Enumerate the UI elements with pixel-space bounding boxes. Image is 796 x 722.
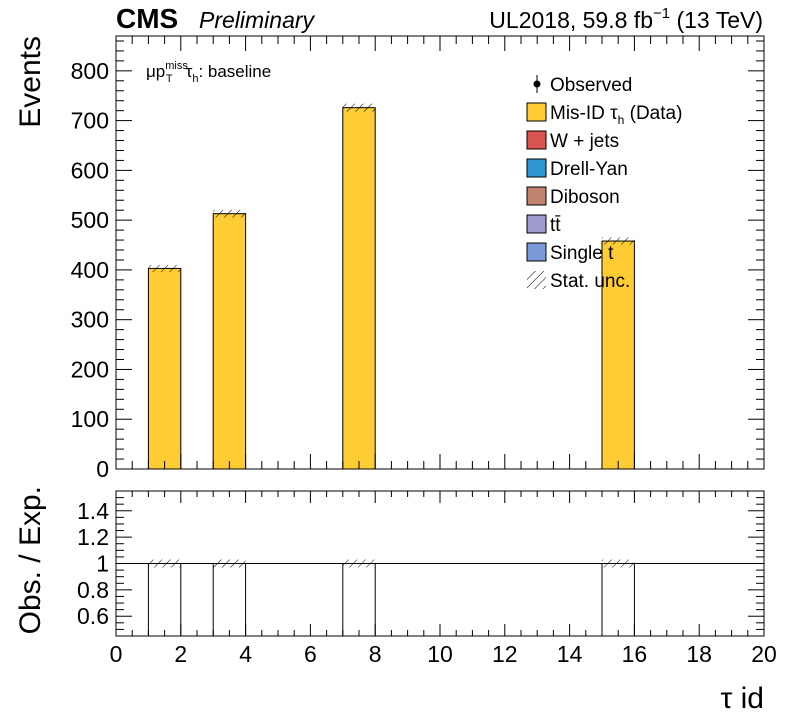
main-ylabel: Events <box>14 36 47 128</box>
cms-label: CMS <box>116 3 178 34</box>
ratio-ylabel: Obs. / Exp. <box>14 486 47 634</box>
lumi-exponent: −1 <box>653 5 670 22</box>
ratio-ytick-label-4: 1.4 <box>77 498 109 524</box>
ratio-unc-band-2 <box>342 559 376 568</box>
legend-label-singlet: Single t <box>550 243 614 264</box>
legend-label-misid: Mis-ID τh (Data) <box>550 103 682 127</box>
legend-label-dy: Drell-Yan <box>550 159 628 180</box>
main-ytick-label-500: 500 <box>71 207 109 233</box>
main-ytick-label-700: 700 <box>71 108 109 134</box>
legend-swatch-misid <box>526 102 547 122</box>
ratio-ytick-label-3: 1.2 <box>77 524 109 550</box>
legend-marker-observed <box>533 80 541 88</box>
stat-unc-band-2 <box>342 103 376 112</box>
ratio-ytick-label-1: 0.8 <box>77 577 109 603</box>
lumi-suffix: (13 TeV) <box>670 7 763 33</box>
misid-bar-0 <box>147 267 182 470</box>
region-tau-sub: h <box>192 73 198 85</box>
xlabel: τ id <box>720 682 764 715</box>
preliminary-label: Preliminary <box>199 7 316 33</box>
xtick-label-18: 18 <box>686 641 712 667</box>
region-tau: τ <box>186 62 193 81</box>
stat-unc-band-1 <box>213 209 246 218</box>
ratio-unc-band-0 <box>148 559 181 568</box>
misid-bar-1 <box>212 213 247 470</box>
legend-label-ttbar: tt̄ <box>550 215 561 236</box>
xtick-label-14: 14 <box>557 641 583 667</box>
region-suffix: : baseline <box>198 62 271 81</box>
ratio-ytick-label-0: 0.6 <box>77 603 109 629</box>
legend-swatch-dy <box>526 158 547 178</box>
xtick-label-16: 16 <box>622 641 648 667</box>
legend-label-wjets: W + jets <box>550 131 619 152</box>
main-ytick-label-400: 400 <box>71 257 109 283</box>
xtick-label-4: 4 <box>239 641 252 667</box>
main-ytick-label-200: 200 <box>71 356 109 382</box>
legend-label-diboson: Diboson <box>550 187 620 208</box>
legend-label-observed: Observed <box>550 75 632 96</box>
ratio-unity-line <box>116 563 764 636</box>
main-panel: 0 100 200 300 400 500 600 700 800 <box>71 35 765 482</box>
lumi-prefix: UL2018, 59.8 fb <box>489 7 653 33</box>
xtick-label-20: 20 <box>751 641 777 667</box>
misid-bar-2 <box>342 107 376 470</box>
lumi-label: UL2018, 59.8 fb−1 (13 TeV) <box>489 5 763 33</box>
xtick-label-6: 6 <box>304 641 317 667</box>
region-mu: μp <box>146 62 165 81</box>
main-ytick-label-800: 800 <box>71 58 109 84</box>
legend-label-statunc: Stat. unc. <box>550 271 630 292</box>
legend-swatch-singlet <box>526 242 547 262</box>
ratio-panel: 0.60.811.21.4 0 2 4 6 8 10 12 14 16 18 20 <box>77 490 777 667</box>
main-ytick-label-100: 100 <box>71 406 109 432</box>
stat-unc-band-3 <box>602 237 635 245</box>
legend-swatch-ttbar <box>526 214 547 234</box>
xtick-label-12: 12 <box>492 641 518 667</box>
legend-swatch-statunc <box>527 271 546 289</box>
region-p-sub: T <box>166 73 173 85</box>
ratio-unc-band-1 <box>213 559 246 568</box>
ratio-unc-band-3 <box>602 559 635 568</box>
xtick-label-0: 0 <box>110 641 123 667</box>
xtick-label-8: 8 <box>369 641 382 667</box>
main-ytick-label-0: 0 <box>96 456 109 482</box>
legend-swatch-diboson <box>526 186 547 206</box>
main-ytick-label-600: 600 <box>71 157 109 183</box>
xtick-label-2: 2 <box>174 641 187 667</box>
legend-swatch-wjets <box>526 130 547 150</box>
region-p-sup: miss <box>165 60 188 72</box>
main-ytick-label-300: 300 <box>71 307 109 333</box>
stat-unc-band-0 <box>148 264 181 272</box>
xtick-label-10: 10 <box>427 641 453 667</box>
legend: Observed Mis-ID τh (Data) W + jets Drell-Ya… <box>526 75 682 292</box>
ratio-ytick-label-2: 1 <box>96 551 109 577</box>
